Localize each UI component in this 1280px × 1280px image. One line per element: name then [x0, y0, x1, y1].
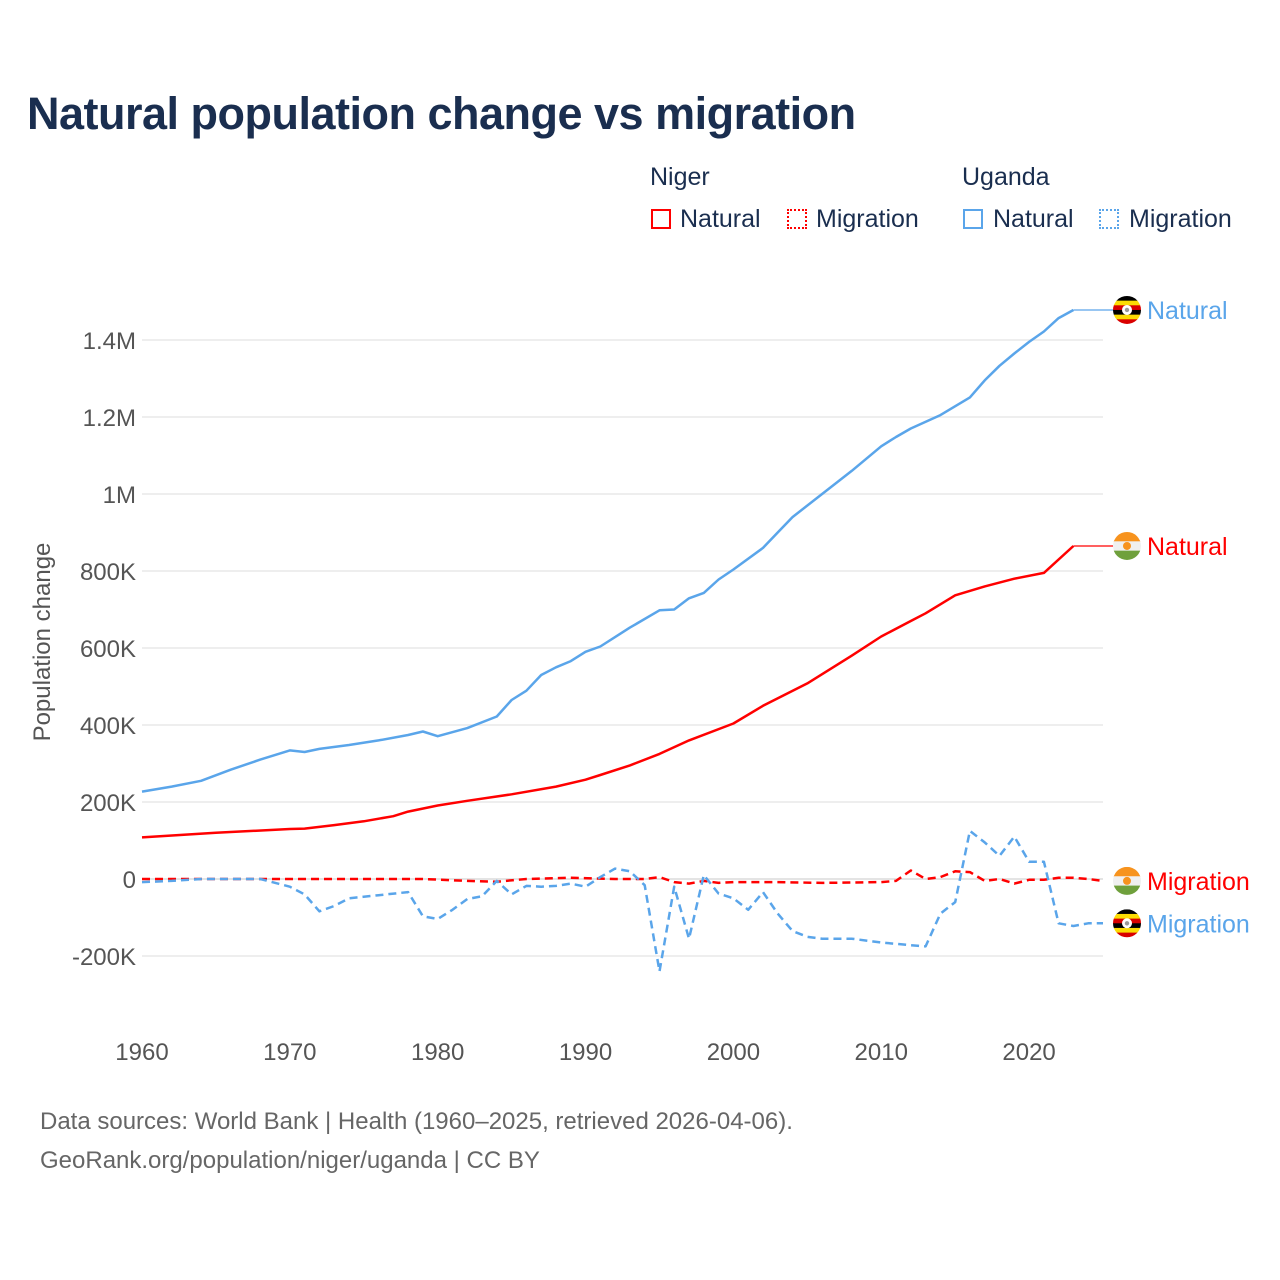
- y-tick-label: 600K: [80, 636, 136, 663]
- legend-label-niger-natural: Natural: [680, 205, 761, 233]
- legend-swatch-uganda-natural: [963, 209, 983, 229]
- niger-migration-end-label: Migration: [1147, 868, 1250, 896]
- uganda-migration-line: [141, 829, 1103, 973]
- flag-clip: [1113, 531, 1141, 560]
- y-tick-label: 1.2M: [83, 405, 136, 432]
- footer-sources: Data sources: World Bank | Health (1960–…: [40, 1108, 793, 1135]
- x-tick-label: 2020: [1002, 1039, 1055, 1066]
- flag-sun: [1123, 541, 1131, 550]
- y-tick-label: 200K: [80, 790, 136, 817]
- niger-natural-end-label: Natural: [1147, 533, 1228, 561]
- x-tick-label: 1980: [411, 1039, 464, 1066]
- x-tick-label: 1970: [263, 1039, 316, 1066]
- flag-stripe: [1113, 319, 1141, 324]
- legend-group-niger: Niger: [650, 163, 710, 191]
- flag-stripe: [1113, 909, 1141, 915]
- flag-stripe: [1113, 531, 1141, 542]
- x-tick-label: 1990: [559, 1039, 612, 1066]
- flag-stripe: [1113, 913, 1141, 920]
- flag-crane: [1124, 307, 1130, 313]
- legend-swatch-niger-migration: [787, 209, 807, 229]
- uganda-natural-line: [141, 308, 1075, 793]
- footer-link: GeoRank.org/population/niger/uganda | CC…: [40, 1147, 540, 1174]
- legend-label-uganda-migration: Migration: [1129, 205, 1232, 233]
- y-tick-label: -200K: [72, 944, 136, 971]
- niger-migration-line: [142, 869, 1104, 885]
- x-tick-label: 2010: [855, 1039, 908, 1066]
- flag-stripe: [1113, 295, 1141, 302]
- legend-label-uganda-natural: Natural: [993, 205, 1074, 233]
- legend-label-niger-migration: Migration: [816, 205, 919, 233]
- uganda-flag-icon: [1113, 909, 1141, 938]
- legend-swatch-niger-natural: [651, 209, 671, 229]
- y-tick-label: 400K: [80, 713, 136, 740]
- flag-crane: [1124, 921, 1130, 926]
- uganda-flag-icon: [1113, 295, 1141, 324]
- chart-title: Natural population change vs migration: [27, 88, 856, 139]
- y-tick-label: 1M: [103, 482, 136, 509]
- flag-clip: [1113, 909, 1141, 938]
- niger-flag-icon: [1113, 531, 1141, 560]
- y-tick-label: 1.4M: [83, 328, 136, 355]
- x-tick-label: 1960: [115, 1039, 168, 1066]
- niger-flag-icon: [1113, 866, 1141, 895]
- flag-sun: [1123, 876, 1131, 885]
- uganda-migration-end-label: Migration: [1147, 910, 1250, 938]
- flag-stripe: [1113, 300, 1141, 306]
- flag-stripe: [1113, 932, 1141, 938]
- flag-clip: [1113, 295, 1141, 324]
- legend-group-uganda: Uganda: [962, 163, 1050, 191]
- flag-stripe: [1113, 550, 1141, 560]
- y-tick-label: 0: [123, 867, 136, 894]
- niger-natural-line: [141, 545, 1075, 839]
- x-tick-label: 2000: [707, 1039, 760, 1066]
- flag-stripe: [1113, 885, 1141, 895]
- flag-stripe: [1113, 314, 1141, 320]
- flag-stripe: [1113, 927, 1141, 934]
- y-axis-label: Population change: [29, 543, 56, 742]
- legend-swatch-uganda-migration: [1099, 209, 1119, 229]
- flag-stripe: [1113, 866, 1141, 877]
- uganda-natural-end-label: Natural: [1147, 297, 1228, 325]
- y-tick-label: 800K: [80, 559, 136, 586]
- flag-clip: [1113, 866, 1141, 895]
